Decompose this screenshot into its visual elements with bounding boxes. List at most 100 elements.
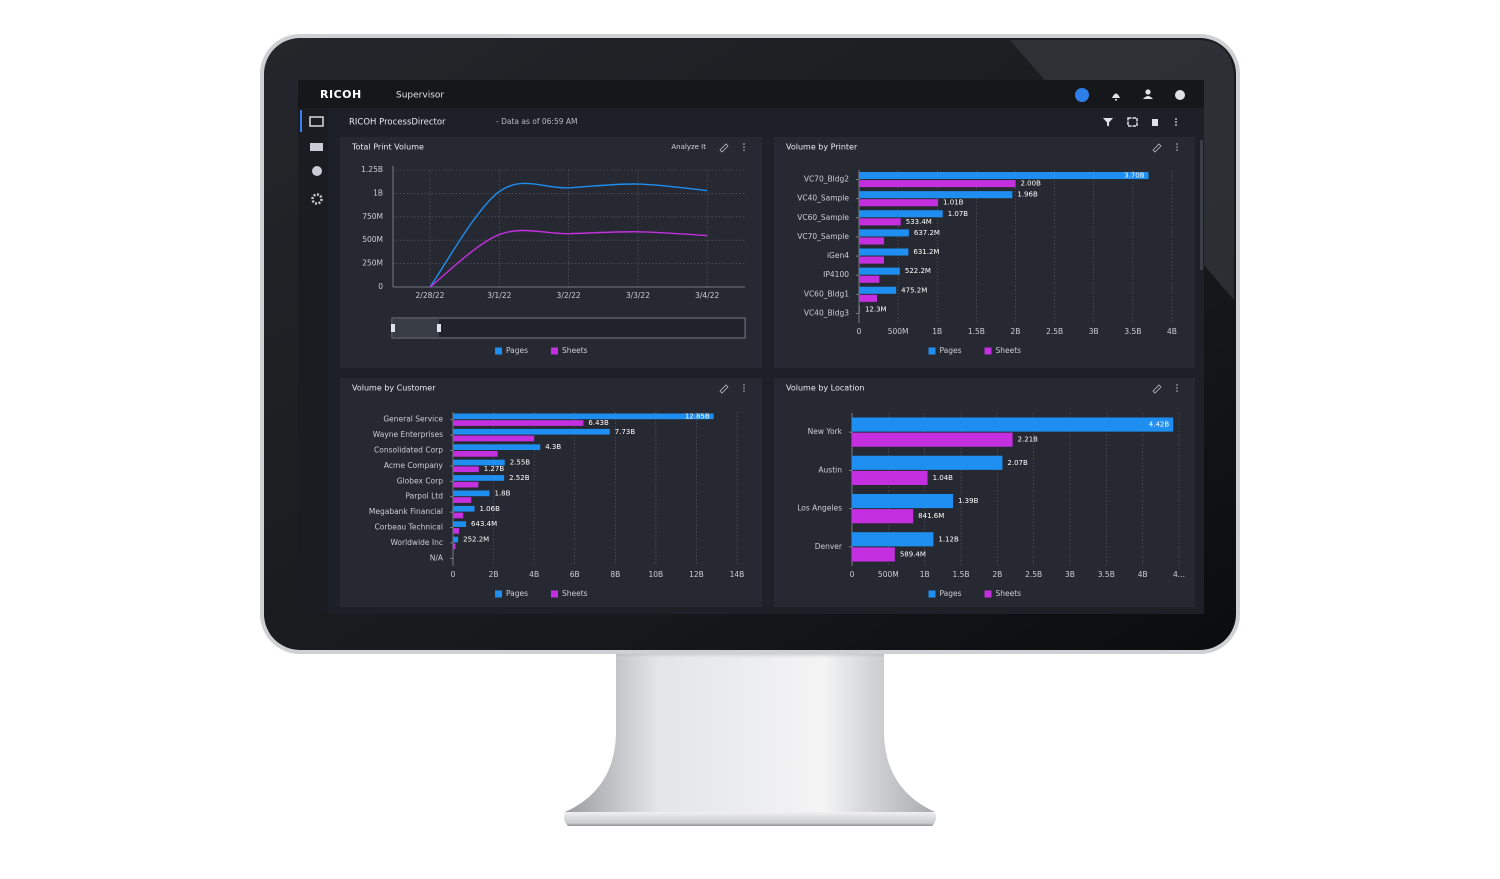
x-tick-label: 10B (649, 570, 664, 579)
panel-menu-dot (1176, 387, 1178, 389)
bar (453, 475, 505, 481)
edit-icon[interactable] (1152, 143, 1162, 153)
range-handle[interactable] (437, 324, 441, 332)
bar (453, 543, 456, 550)
bar (453, 435, 535, 442)
analyze-button[interactable]: Analyze It (671, 143, 706, 151)
range-navigator[interactable] (391, 317, 746, 339)
bar (859, 237, 885, 245)
value-label: 841.6M (918, 512, 944, 520)
bar (852, 493, 954, 509)
panel-menu-dot (743, 390, 745, 392)
edit-icon[interactable] (1152, 384, 1162, 394)
info-icon[interactable] (1175, 90, 1185, 100)
panel-menu-dot (1176, 143, 1178, 145)
value-label: 2.52B (509, 474, 530, 482)
y-tick-label: VC60_Bldg1 (804, 289, 849, 298)
x-tick-label: 2B (489, 570, 499, 579)
stand-shadow (616, 650, 884, 690)
value-label: 7.73B (615, 428, 636, 436)
panel-menu-dot (743, 146, 745, 148)
y-tick-label: N/A (430, 553, 444, 562)
pin-icon[interactable] (1152, 119, 1158, 126)
value-label: 1.06B (480, 505, 501, 513)
layout-icon[interactable] (1127, 117, 1138, 127)
y-tick-label: VC60_Sample (797, 213, 849, 222)
bar (453, 466, 479, 473)
legend-label: Sheets (996, 589, 1022, 598)
bar (859, 305, 860, 313)
value-label: 12.85B (685, 412, 710, 420)
stand-base (564, 812, 936, 826)
toolbar-title: RICOH ProcessDirector (349, 118, 446, 128)
bar (852, 532, 934, 547)
value-label: 1.04B (933, 474, 954, 482)
edit-icon[interactable] (719, 143, 729, 153)
bar (453, 444, 541, 450)
panel-title: Volume by Location (786, 384, 865, 393)
bar (859, 275, 880, 283)
filter-icon[interactable] (1103, 118, 1113, 127)
legend-swatch (495, 347, 502, 355)
legend-label: Pages (506, 589, 528, 598)
bar (453, 490, 490, 497)
range-handle[interactable] (391, 324, 395, 332)
y-tick-label: Parpol Ltd (405, 492, 443, 501)
panel-menu-dot (743, 149, 745, 151)
panel-menu-dot (1176, 146, 1178, 148)
sidebar (298, 108, 328, 614)
value-label: 6.43B (588, 419, 609, 427)
menu-dot (1175, 121, 1177, 123)
y-tick-label: New York (808, 427, 843, 436)
value-label: 2.55B (510, 459, 531, 467)
bar (453, 528, 460, 534)
x-tick-label: 2.5B (1046, 327, 1063, 336)
legend-swatch (928, 590, 936, 598)
stand-neck (565, 650, 935, 812)
nav-cloud-icon[interactable] (312, 166, 322, 176)
value-label: 631.2M (913, 248, 939, 256)
bell-icon[interactable] (1112, 93, 1120, 101)
data-timestamp: - Data as of 06:59 AM (496, 117, 577, 126)
panel (774, 378, 1195, 607)
panel-title: Volume by Customer (352, 384, 436, 393)
x-tick-label: 500M (878, 570, 899, 579)
x-tick-label: 3/3/22 (626, 291, 650, 300)
bar (453, 459, 505, 466)
y-tick-label: 1.25B (361, 165, 383, 174)
x-tick-label: 0 (857, 327, 862, 336)
x-tick-label: 1.5B (952, 570, 969, 579)
x-tick-label: 12B (689, 570, 704, 579)
legend-label: Pages (940, 589, 962, 598)
edit-icon[interactable] (719, 384, 729, 394)
value-label: 1.01B (943, 199, 964, 207)
bar (852, 432, 1013, 447)
bar (852, 455, 1003, 470)
panel-menu-dot (743, 143, 745, 145)
bar (859, 180, 1016, 188)
y-tick-label: General Service (383, 415, 443, 424)
series-line (429, 182, 708, 288)
x-tick-label: 0 (451, 570, 456, 579)
value-label: 1.8B (495, 489, 511, 497)
y-tick-label: Wayne Enterprises (373, 430, 443, 439)
value-label: 637.2M (914, 229, 940, 237)
help-icon[interactable] (1075, 88, 1089, 102)
value-label: 12.3M (865, 305, 887, 313)
user-icon[interactable] (1145, 89, 1151, 95)
x-tick-label: 4B (1138, 570, 1148, 579)
x-tick-label: 14B (730, 570, 745, 579)
x-tick-label: 3B (1089, 327, 1099, 336)
nav-dashboard-icon[interactable] (309, 116, 324, 127)
bar (859, 267, 900, 275)
menu-dot[interactable] (1175, 118, 1177, 120)
bar (859, 294, 877, 302)
bar (859, 286, 897, 294)
nav-settings-icon[interactable] (311, 193, 323, 205)
nav-monitor-icon[interactable] (310, 143, 323, 151)
legend-swatch (984, 347, 992, 355)
value-label: 2.07B (1007, 459, 1028, 467)
y-tick-label: VC70_Sample (797, 232, 849, 241)
bar (859, 256, 885, 264)
bar (852, 417, 1174, 432)
